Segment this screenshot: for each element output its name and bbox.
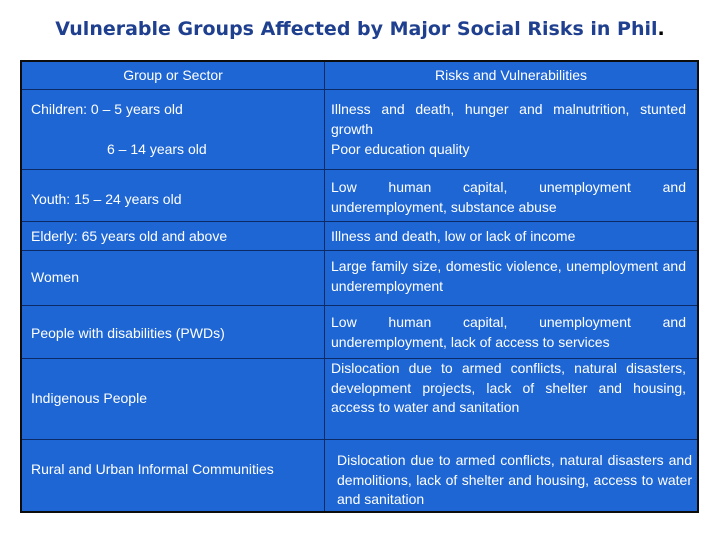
row-divider [22, 439, 697, 440]
row-divider [22, 305, 697, 306]
risk-informal-communities: Dislocation due to armed conflicts, natu… [337, 452, 692, 507]
group-elderly: Elderly: 65 years old and above [31, 228, 228, 244]
group-youth: Youth: 15 – 24 years old [31, 191, 182, 207]
risk-children-illness: Illness and death, hunger and malnutriti… [331, 101, 686, 137]
title-text: Vulnerable Groups Affected by Major Soci… [55, 18, 658, 40]
header-group-sector: Group or Sector [123, 67, 223, 83]
risk-children-education: Poor education quality [331, 141, 470, 157]
row-divider [22, 358, 697, 359]
group-children-0-5: Children: 0 – 5 years old [31, 101, 183, 117]
row-divider [22, 221, 697, 222]
title-period: . [657, 18, 665, 40]
row-divider [22, 250, 697, 251]
group-pwds: People with disabilities (PWDs) [31, 325, 225, 341]
risk-pwds: Low human capital, unemployment and unde… [331, 314, 686, 350]
page-title: Vulnerable Groups Affected by Major Soci… [0, 18, 720, 40]
group-women: Women [31, 269, 79, 285]
group-indigenous: Indigenous People [31, 390, 147, 406]
group-informal-communities: Rural and Urban Informal Communities [31, 461, 274, 477]
header-risks-vulnerabilities: Risks and Vulnerabilities [435, 67, 587, 83]
risk-youth: Low human capital, unemployment and unde… [331, 179, 686, 215]
group-children-6-14: 6 – 14 years old [107, 141, 207, 157]
column-divider [324, 62, 325, 511]
risk-table: Group or Sector Risks and Vulnerabilitie… [20, 60, 699, 513]
row-divider [22, 169, 697, 170]
risk-elderly: Illness and death, low or lack of income [331, 228, 576, 244]
risk-indigenous: Dislocation due to armed conflicts, natu… [331, 360, 686, 415]
risk-women: Large family size, domestic violence, un… [331, 258, 686, 294]
row-divider [22, 89, 697, 90]
